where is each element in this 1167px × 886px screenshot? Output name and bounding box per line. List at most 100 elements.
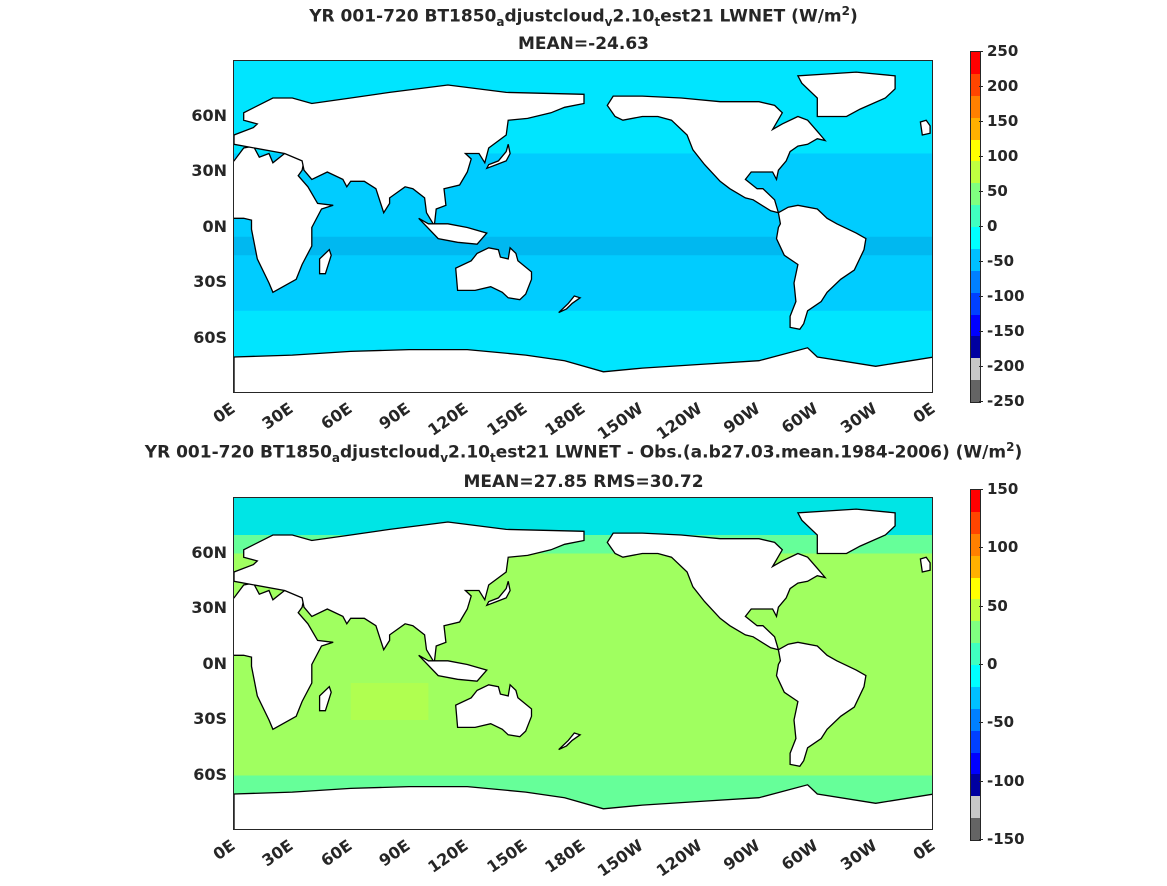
colorbar-swatch xyxy=(971,774,980,797)
colorbar-tick-label: 100 xyxy=(987,147,1019,165)
colorbar-tick-label: -100 xyxy=(987,287,1025,305)
land-australia xyxy=(455,683,533,738)
lon-tick-label: 90W xyxy=(719,835,764,875)
colorbar-tick-mark xyxy=(979,156,983,157)
lon-tick-label: 30E xyxy=(258,835,297,871)
map1-plot-area xyxy=(233,60,933,393)
lon-tick-label: 150W xyxy=(594,835,647,881)
colorbar-swatch xyxy=(971,358,980,381)
colorbar-swatch xyxy=(971,73,980,96)
map2-subtitle: MEAN=27.85 RMS=30.72 xyxy=(463,472,704,492)
colorbar-swatch xyxy=(971,665,980,687)
land-asia xyxy=(234,84,585,228)
lat-tick-label: 30N xyxy=(191,161,227,180)
map1-title: YR 001-720 BT1850adjustcloudv2.10test21 … xyxy=(309,4,858,30)
colorbar-tick-mark xyxy=(979,51,983,52)
colorbar-swatch xyxy=(971,555,980,578)
colorbar-swatch xyxy=(971,708,980,731)
map2-plot-area xyxy=(233,497,933,830)
colorbar-swatch xyxy=(971,227,980,249)
colorbar-tick-label: 100 xyxy=(987,538,1019,557)
land-japan xyxy=(485,144,511,170)
colorbar-swatch xyxy=(971,117,980,140)
colorbar-tick-label: -100 xyxy=(987,771,1025,790)
lon-tick-label: 30W xyxy=(836,835,881,875)
land-new-zealand xyxy=(558,732,582,751)
map1-svg xyxy=(234,61,932,392)
colorbar-tick-label: -150 xyxy=(987,830,1025,848)
colorbar-swatch xyxy=(971,314,980,337)
colorbar-tick-mark xyxy=(979,296,983,297)
colorbar-swatch xyxy=(971,336,980,359)
colorbar-tick-label: 50 xyxy=(987,182,1008,200)
lat-tick-label: 0N xyxy=(202,216,227,236)
colorbar-tick-mark xyxy=(979,191,983,192)
lon-tick-label: 0E xyxy=(209,835,239,864)
colorbar-swatch xyxy=(971,183,980,206)
lon-tick-label: 90E xyxy=(375,835,414,871)
colorbar-swatch xyxy=(971,599,980,622)
map2-svg xyxy=(234,498,932,829)
land-greenland xyxy=(796,71,896,118)
colorbar-tick-mark xyxy=(979,121,983,122)
colorbar-tick-label: -50 xyxy=(987,713,1015,732)
land-n-america xyxy=(606,532,827,651)
field-band-tropics xyxy=(234,236,932,256)
colorbar-tick-label: 150 xyxy=(987,480,1019,498)
land-uk xyxy=(919,119,931,136)
lon-tick-label: 180E xyxy=(541,835,589,877)
colorbar-swatch xyxy=(971,643,980,665)
field-band-indian xyxy=(350,683,429,720)
land-antarctica xyxy=(234,347,932,392)
colorbar-tick-mark xyxy=(979,664,983,665)
lat-tick-label: 60N xyxy=(191,542,227,562)
lon-tick-label: 0E xyxy=(909,835,939,864)
colorbar-swatch xyxy=(971,95,980,118)
colorbar-tick-mark xyxy=(979,401,983,402)
lat-tick-label: 30S xyxy=(193,709,227,728)
land-indonesia xyxy=(418,217,488,245)
lon-tick-label: 120E xyxy=(424,835,472,877)
colorbar-tick-mark xyxy=(979,331,983,332)
colorbar-tick-label: 0 xyxy=(987,217,998,235)
colorbar-tick-mark xyxy=(979,605,983,607)
lat-tick-label: 30N xyxy=(191,598,227,617)
land-antarctica xyxy=(234,784,932,829)
colorbar-tick-mark xyxy=(979,261,983,262)
colorbar-swatch xyxy=(971,270,980,293)
colorbar-swatch xyxy=(971,161,980,184)
lon-tick-label: 150E xyxy=(482,835,531,877)
lat-tick-label: 30S xyxy=(193,272,227,291)
land-australia xyxy=(455,246,533,301)
colorbar-tick-label: 250 xyxy=(987,42,1019,60)
colorbar-tick-label: 0 xyxy=(987,655,998,673)
colorbar-tick-mark xyxy=(979,226,983,227)
colorbar-swatch xyxy=(971,730,980,753)
map2-colorbar xyxy=(970,489,981,841)
colorbar-tick-mark xyxy=(979,547,983,549)
colorbar-swatch xyxy=(971,380,980,402)
colorbar-swatch xyxy=(971,205,980,227)
land-japan xyxy=(485,581,511,607)
map1-subtitle: MEAN=-24.63 xyxy=(518,34,649,54)
land-madagascar xyxy=(318,685,332,712)
colorbar-tick-mark xyxy=(979,780,983,782)
colorbar-tick-mark xyxy=(979,366,983,367)
colorbar-swatch xyxy=(971,533,980,556)
land-s-america xyxy=(775,204,867,331)
colorbar-swatch xyxy=(971,292,980,315)
colorbar-swatch xyxy=(971,490,980,512)
colorbar-tick-mark xyxy=(979,839,983,840)
colorbar-tick-mark xyxy=(979,722,983,724)
lat-tick-label: 60S xyxy=(193,764,227,784)
colorbar-swatch xyxy=(971,621,980,644)
lon-tick-label: 120W xyxy=(652,835,706,881)
colorbar-swatch xyxy=(971,511,980,534)
colorbar-tick-label: 200 xyxy=(987,77,1019,95)
land-asia xyxy=(234,521,585,665)
land-new-zealand xyxy=(558,295,582,314)
land-madagascar xyxy=(318,248,332,275)
colorbar-swatch xyxy=(971,248,980,271)
lat-tick-label: 0N xyxy=(202,653,227,673)
colorbar-swatch xyxy=(971,686,980,709)
